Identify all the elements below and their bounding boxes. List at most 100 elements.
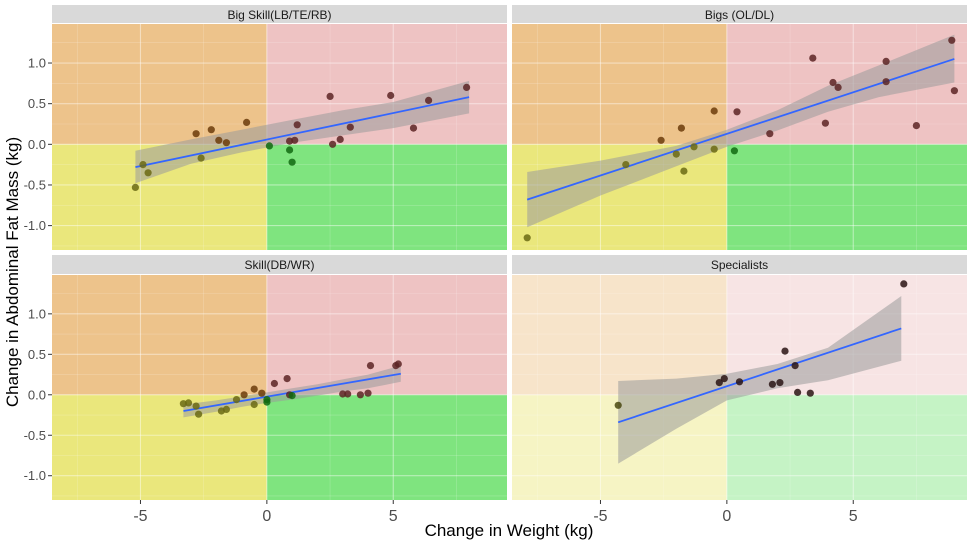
data-point <box>806 389 814 397</box>
y-tick-label: 0.5 <box>28 347 46 362</box>
data-point <box>948 36 956 44</box>
facet-strip <box>512 255 967 274</box>
y-tick-label: -0.5 <box>24 177 46 192</box>
y-tick-label: 1.0 <box>28 56 46 71</box>
data-point <box>735 378 744 386</box>
data-point <box>882 57 890 65</box>
y-tick-label: -1.0 <box>24 218 46 233</box>
data-point <box>768 380 777 388</box>
x-tick-label: 0 <box>722 508 731 525</box>
facet-panel: Bigs (OL/DL) <box>512 5 967 250</box>
data-point <box>222 139 230 147</box>
x-tick-label: 5 <box>849 508 858 525</box>
data-point <box>730 147 739 155</box>
facet-title: Big Skill(LB/TE/RB) <box>227 8 331 22</box>
confidence-band <box>527 34 955 228</box>
data-point <box>882 78 890 86</box>
data-point <box>690 143 698 151</box>
data-point <box>336 135 344 143</box>
data-point <box>184 399 193 407</box>
data-point <box>657 136 665 144</box>
data-point <box>222 405 230 413</box>
data-point <box>291 136 299 144</box>
data-point <box>614 401 622 409</box>
data-point <box>710 107 718 115</box>
data-point <box>265 142 273 150</box>
data-point <box>950 87 959 95</box>
x-tick-label: -5 <box>593 508 607 525</box>
data-point <box>463 83 471 91</box>
data-point <box>776 379 784 387</box>
data-point <box>900 280 908 288</box>
quadrant-top-left <box>512 24 727 145</box>
data-point <box>346 123 354 131</box>
data-point <box>425 96 433 104</box>
facet-panels: Big Skill(LB/TE/RB) Bigs (OL/DL) Skill(DB/… <box>52 5 967 500</box>
data-point <box>263 398 271 406</box>
data-point <box>794 388 802 396</box>
data-point <box>232 396 241 404</box>
data-point <box>240 391 248 399</box>
quadrant-top-left <box>52 24 267 145</box>
facet-strip <box>512 5 967 23</box>
data-point <box>258 389 266 397</box>
data-point <box>356 391 364 399</box>
x-tick-label: -5 <box>133 508 147 525</box>
data-point <box>809 54 817 62</box>
data-point <box>672 150 680 158</box>
data-point <box>329 140 337 148</box>
y-axis-label: Change in Abdominal Fat Mass (kg) <box>3 137 22 407</box>
y-tick-label: -0.5 <box>24 428 46 443</box>
data-point <box>680 167 688 175</box>
data-point <box>387 91 395 100</box>
x-tick-label: 0 <box>262 508 271 525</box>
data-point <box>192 402 200 410</box>
data-point <box>364 389 372 397</box>
data-point <box>791 362 799 370</box>
facet-panel: Skill(DB/WR) <box>52 255 507 500</box>
data-point <box>912 122 921 130</box>
quadrant-top-left <box>52 275 267 395</box>
data-point <box>677 124 686 132</box>
data-point <box>766 130 774 138</box>
data-point <box>250 385 258 393</box>
facet-title: Bigs (OL/DL) <box>705 8 774 22</box>
data-point <box>131 183 139 191</box>
data-point <box>339 390 347 398</box>
data-point <box>286 146 294 154</box>
data-point <box>293 121 301 129</box>
facet-panel: Big Skill(LB/TE/RB) <box>52 5 507 250</box>
facet-strip <box>52 5 507 23</box>
regression-line <box>135 96 470 168</box>
data-point <box>829 78 837 87</box>
data-point <box>733 108 741 116</box>
x-axis-label: Change in Weight (kg) <box>425 521 594 540</box>
data-point <box>523 234 531 242</box>
y-tick-label: 1.0 <box>28 306 46 321</box>
data-point <box>215 136 223 144</box>
data-point <box>139 161 147 169</box>
data-point <box>288 158 296 166</box>
data-point <box>288 392 296 400</box>
data-point <box>250 400 258 409</box>
data-point <box>715 379 723 387</box>
y-tick-label: 0.0 <box>28 137 46 152</box>
data-point <box>781 347 789 355</box>
shared-axes: -1.0 -0.5 0.0 0.5 1.0 -1.0 -0.5 0.0 0.5 1.0 -5 0 5 -5… <box>24 56 858 525</box>
data-point <box>283 375 291 383</box>
data-point <box>195 410 203 418</box>
quadrant-bottom-left <box>52 394 267 500</box>
data-point <box>344 390 352 398</box>
data-point <box>821 119 830 127</box>
data-point <box>270 379 278 388</box>
quadrant-bottom-right <box>726 144 967 250</box>
data-point <box>834 83 842 91</box>
y-tick-label: 0.0 <box>28 387 46 402</box>
y-tick-label: 0.5 <box>28 96 46 111</box>
quadrant-bottom-right <box>266 394 507 500</box>
data-point <box>622 161 630 169</box>
facet-title: Specialists <box>711 258 768 272</box>
data-point <box>409 124 418 132</box>
facet-panel: Specialists <box>512 255 967 500</box>
